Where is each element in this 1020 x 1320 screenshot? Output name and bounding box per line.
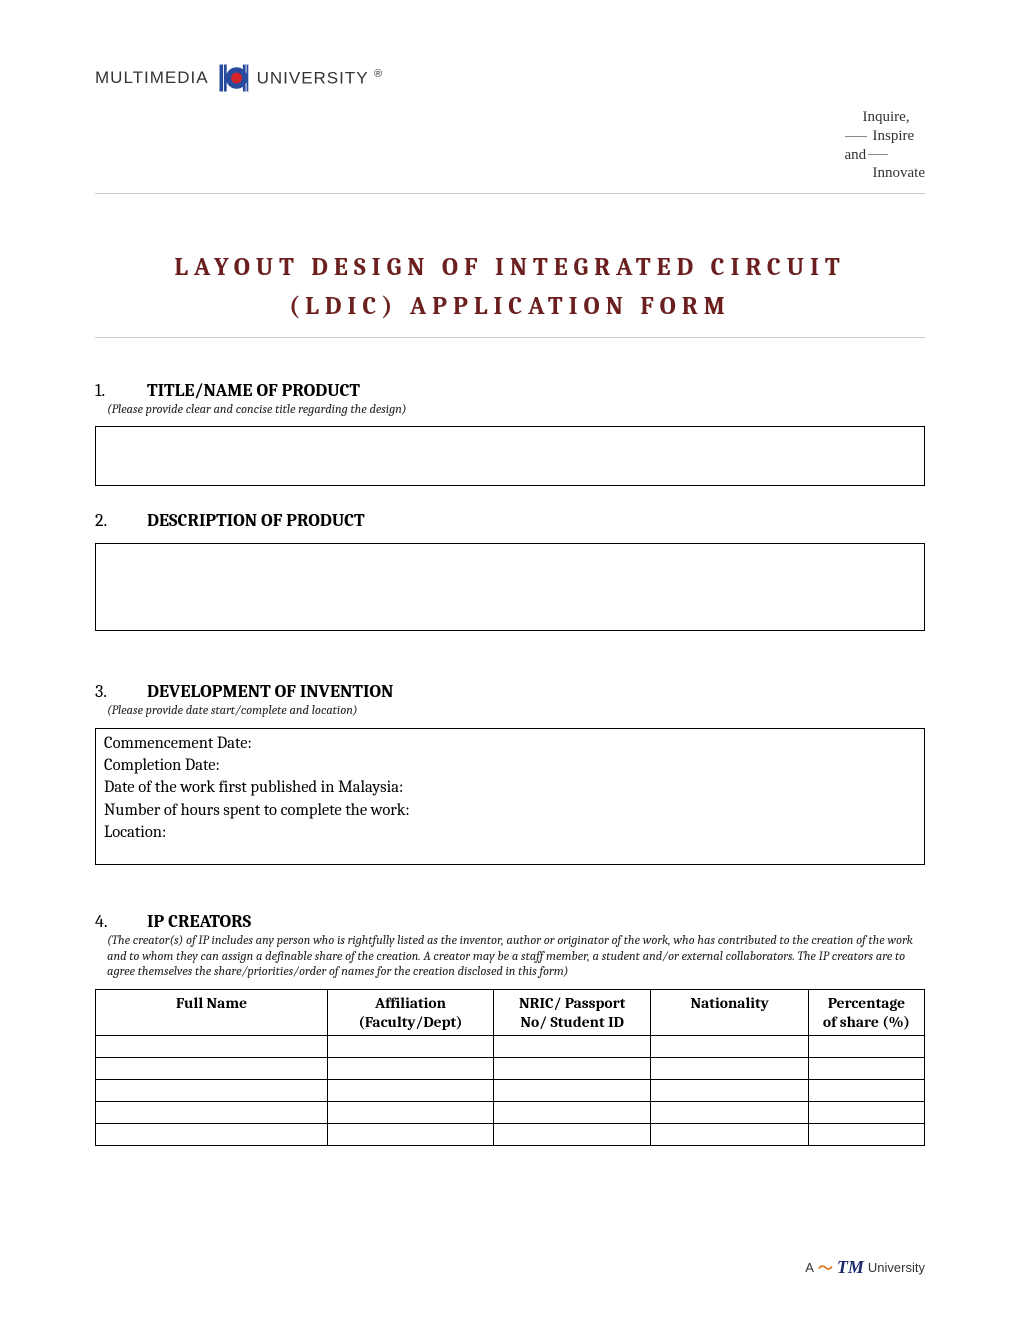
section-ip-creators: 4. IP CREATORS (The creator(s) of IP inc…	[95, 911, 925, 1146]
table-row[interactable]	[96, 1036, 925, 1058]
col-percentage: Percentageof share (%)	[808, 989, 924, 1035]
title-line-2: (LDIC) APPLICATION FORM	[95, 288, 925, 327]
header: MULTIMEDIA UNIVERSITY ® Inquire, Inspire…	[95, 60, 925, 194]
footer-brand: A 〜 TM University	[805, 1257, 925, 1278]
section-heading: IP CREATORS	[147, 911, 251, 932]
section-heading: DEVELOPMENT OF INVENTION	[147, 681, 393, 702]
page: MULTIMEDIA UNIVERSITY ® Inquire, Inspire…	[0, 0, 1020, 1320]
first-published-field[interactable]: Date of the work first published in Mala…	[104, 777, 916, 799]
table-row[interactable]	[96, 1102, 925, 1124]
section-number: 4.	[95, 911, 117, 932]
development-box[interactable]: Commencement Date: Completion Date: Date…	[95, 728, 925, 865]
section-development: 3. DEVELOPMENT OF INVENTION (Please prov…	[95, 681, 925, 865]
footer-brand-mark: TM	[837, 1257, 864, 1278]
logo-text-left: MULTIMEDIA	[95, 68, 209, 88]
completion-date-field[interactable]: Completion Date:	[104, 755, 916, 777]
location-field[interactable]: Location:	[104, 822, 916, 844]
section-title-name: 1. TITLE/NAME OF PRODUCT (Please provide…	[95, 380, 925, 487]
description-input-box[interactable]	[95, 543, 925, 631]
col-full-name: Full Name	[96, 989, 328, 1035]
logo-mark-icon	[215, 60, 251, 96]
section-number: 3.	[95, 681, 117, 702]
col-nationality: Nationality	[651, 989, 809, 1035]
title-input-box[interactable]	[95, 426, 925, 486]
section-heading: TITLE/NAME OF PRODUCT	[147, 380, 360, 401]
table-row[interactable]	[96, 1058, 925, 1080]
section-number: 1.	[95, 380, 117, 401]
section-hint: (Please provide clear and concise title …	[107, 403, 925, 419]
table-header-row: Full Name Affiliation(Faculty/Dept) NRIC…	[96, 989, 925, 1035]
col-affiliation: Affiliation(Faculty/Dept)	[328, 989, 494, 1035]
form-title: LAYOUT DESIGN OF INTEGRATED CIRCUIT (LDI…	[95, 249, 925, 338]
section-number: 2.	[95, 510, 117, 531]
table-row[interactable]	[96, 1124, 925, 1146]
swoosh-icon: 〜	[818, 1257, 833, 1278]
logo-text-right: UNIVERSITY ®	[257, 68, 384, 89]
creators-table: Full Name Affiliation(Faculty/Dept) NRIC…	[95, 989, 925, 1146]
footer-suffix: University	[868, 1260, 925, 1275]
col-nric: NRIC/ PassportNo/ Student ID	[493, 989, 651, 1035]
section-description: 2. DESCRIPTION OF PRODUCT	[95, 510, 925, 631]
university-logo: MULTIMEDIA UNIVERSITY ®	[95, 60, 383, 96]
title-line-1: LAYOUT DESIGN OF INTEGRATED CIRCUIT	[95, 249, 925, 288]
table-row[interactable]	[96, 1080, 925, 1102]
section-heading: DESCRIPTION OF PRODUCT	[147, 510, 365, 531]
tagline: Inquire, Inspire and Innovate	[845, 108, 925, 183]
commencement-date-field[interactable]: Commencement Date:	[104, 733, 916, 755]
footer-prefix: A	[805, 1260, 814, 1275]
section-hint: (Please provide date start/complete and …	[107, 704, 925, 720]
section-hint: (The creator(s) of IP includes any perso…	[107, 934, 925, 981]
hours-spent-field[interactable]: Number of hours spent to complete the wo…	[104, 800, 916, 822]
